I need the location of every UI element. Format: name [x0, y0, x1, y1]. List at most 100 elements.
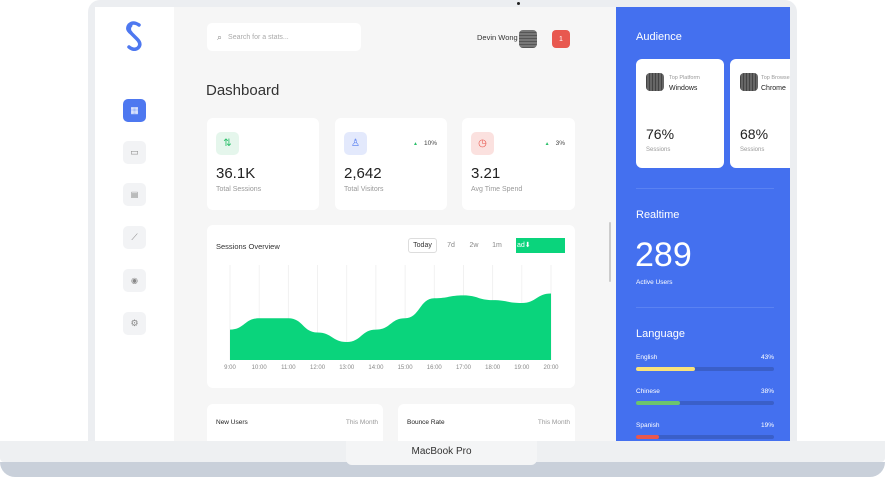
- stat-label: Total Visitors: [344, 186, 384, 193]
- realtime-label: Active Users: [636, 279, 673, 286]
- stat-label: Total Sessions: [216, 186, 262, 193]
- user-icon: ♙: [344, 132, 367, 155]
- audience-percent: 68%: [740, 126, 769, 142]
- audience-label: Sessions: [646, 147, 671, 153]
- audience-key: Top Browser: [761, 75, 790, 81]
- nav-users[interactable]: ◉: [123, 269, 146, 292]
- chrome-icon: [740, 73, 758, 91]
- download-icon: ⬇: [524, 242, 531, 249]
- x-tick-label: 11:00: [281, 365, 296, 371]
- avatar[interactable]: [519, 30, 537, 48]
- audience-value: Windows: [669, 85, 698, 92]
- nav-messages[interactable]: ▭: [123, 141, 146, 164]
- x-tick-label: 16:00: [426, 365, 442, 371]
- x-tick-label: 17:00: [455, 365, 471, 371]
- stat-label: Avg Time Spend: [471, 186, 523, 193]
- x-tick-label: 20:00: [543, 365, 559, 371]
- clock-icon: ◷: [471, 132, 494, 155]
- logo-icon: [126, 21, 142, 51]
- search-icon: ⌕: [217, 31, 223, 42]
- x-tick-label: 15:00: [397, 365, 413, 371]
- x-tick-label: 14:00: [368, 365, 384, 371]
- user-icon: ◉: [131, 276, 138, 285]
- scrollbar[interactable]: [609, 222, 611, 282]
- search-placeholder: Search for a stats...: [228, 33, 289, 41]
- stat-value: 36.1K: [216, 165, 256, 182]
- sessions-chart: [229, 265, 552, 360]
- language-percent: 38%: [760, 388, 774, 395]
- x-tick-label: 19:00: [514, 365, 530, 371]
- x-tick-label: 13:00: [339, 365, 355, 371]
- grid-icon: ▦: [130, 105, 139, 115]
- nav-settings[interactable]: ⚙: [123, 312, 146, 335]
- language-title: Language: [636, 328, 685, 340]
- stat-card-time: ◷ ▲ 3% 3.21 Avg Time Spend: [462, 118, 575, 210]
- screen: ▦ ▭ ▤ ⟋ ◉ ⚙ ⌕ Search for a stats... Devin…: [95, 7, 790, 441]
- audience-value: Chrome: [761, 85, 786, 92]
- camera: [517, 2, 520, 5]
- audience-percent: 76%: [646, 126, 675, 142]
- up-arrow-icon: ▲: [544, 141, 550, 147]
- stat-card-visitors: ♙ ▲ 10% 2,642 Total Visitors: [335, 118, 447, 210]
- card-title: New Users: [216, 419, 248, 426]
- period-select[interactable]: This Month: [537, 419, 570, 426]
- nav-dashboard[interactable]: ▦: [123, 99, 146, 122]
- divider: [636, 188, 774, 189]
- stat-change: ▲ 3%: [544, 140, 565, 147]
- range-1m[interactable]: 1m: [492, 242, 502, 249]
- page-title: Dashboard: [206, 82, 280, 99]
- up-arrow-icon: ▲: [413, 141, 418, 147]
- x-tick-label: 9:00: [224, 365, 236, 371]
- language-bar-fill: [636, 435, 660, 439]
- divider: [636, 307, 774, 308]
- audience-title: Audience: [636, 31, 682, 43]
- x-tick-label: 10:00: [251, 365, 267, 371]
- nav-calendar[interactable]: ▤: [123, 183, 146, 206]
- stat-value: 3.21: [471, 165, 501, 182]
- stat-value: 2,642: [344, 165, 382, 182]
- audience-card-browser: Top Browser Chrome 68% Sessions: [730, 59, 790, 168]
- new-users-card: New Users This Month: [207, 404, 383, 441]
- range-today[interactable]: Today: [408, 238, 437, 253]
- language-name: Spanish: [636, 422, 660, 429]
- windows-icon: [646, 73, 664, 91]
- language-percent: 43%: [760, 354, 774, 361]
- calendar-icon: ▤: [130, 190, 139, 199]
- language-name: English: [636, 354, 658, 361]
- x-tick-label: 18:00: [485, 365, 501, 371]
- language-item: English 43%: [636, 354, 774, 371]
- chart-title: Sessions Overview: [216, 242, 280, 251]
- right-panel: Audience Top Platform Windows 76% Sessio…: [616, 7, 790, 441]
- search-input[interactable]: ⌕ Search for a stats...: [207, 23, 361, 51]
- language-bar: [636, 401, 774, 405]
- language-item: Spanish 19%: [636, 422, 774, 439]
- period-select[interactable]: This Month: [345, 419, 378, 426]
- download-button[interactable]: ad⬇: [516, 238, 565, 253]
- laptop-underside: [0, 462, 885, 477]
- audience-label: Sessions: [740, 147, 765, 153]
- notification-button[interactable]: 1: [552, 30, 570, 48]
- range-7d[interactable]: 7d: [447, 242, 455, 249]
- language-name: Chinese: [636, 388, 660, 395]
- language-bar: [636, 435, 774, 439]
- language-bar-fill: [636, 401, 681, 405]
- audience-key: Top Platform: [669, 75, 700, 81]
- user-name: Devin Wong: [477, 33, 518, 42]
- stat-card-sessions: ⇅ 36.1K Total Sessions: [207, 118, 319, 210]
- realtime-value: 289: [635, 236, 692, 274]
- chat-icon: ▭: [130, 147, 139, 157]
- bounce-rate-card: Bounce Rate This Month: [398, 404, 575, 441]
- sidebar: ▦ ▭ ▤ ⟋ ◉ ⚙: [95, 7, 174, 441]
- language-bar: [636, 367, 774, 371]
- gear-icon: ⚙: [130, 318, 139, 328]
- nav-analytics[interactable]: ⟋: [123, 226, 146, 249]
- range-2w[interactable]: 2w: [469, 242, 479, 249]
- trend-icon: ⟋: [131, 232, 138, 242]
- stat-change: ▲ 10%: [413, 140, 437, 147]
- realtime-title: Realtime: [636, 209, 680, 221]
- sessions-area: [230, 293, 551, 360]
- audience-card-platform: Top Platform Windows 76% Sessions: [636, 59, 724, 168]
- language-percent: 19%: [760, 422, 774, 429]
- card-title: Bounce Rate: [407, 419, 445, 426]
- language-item: Chinese 38%: [636, 388, 774, 405]
